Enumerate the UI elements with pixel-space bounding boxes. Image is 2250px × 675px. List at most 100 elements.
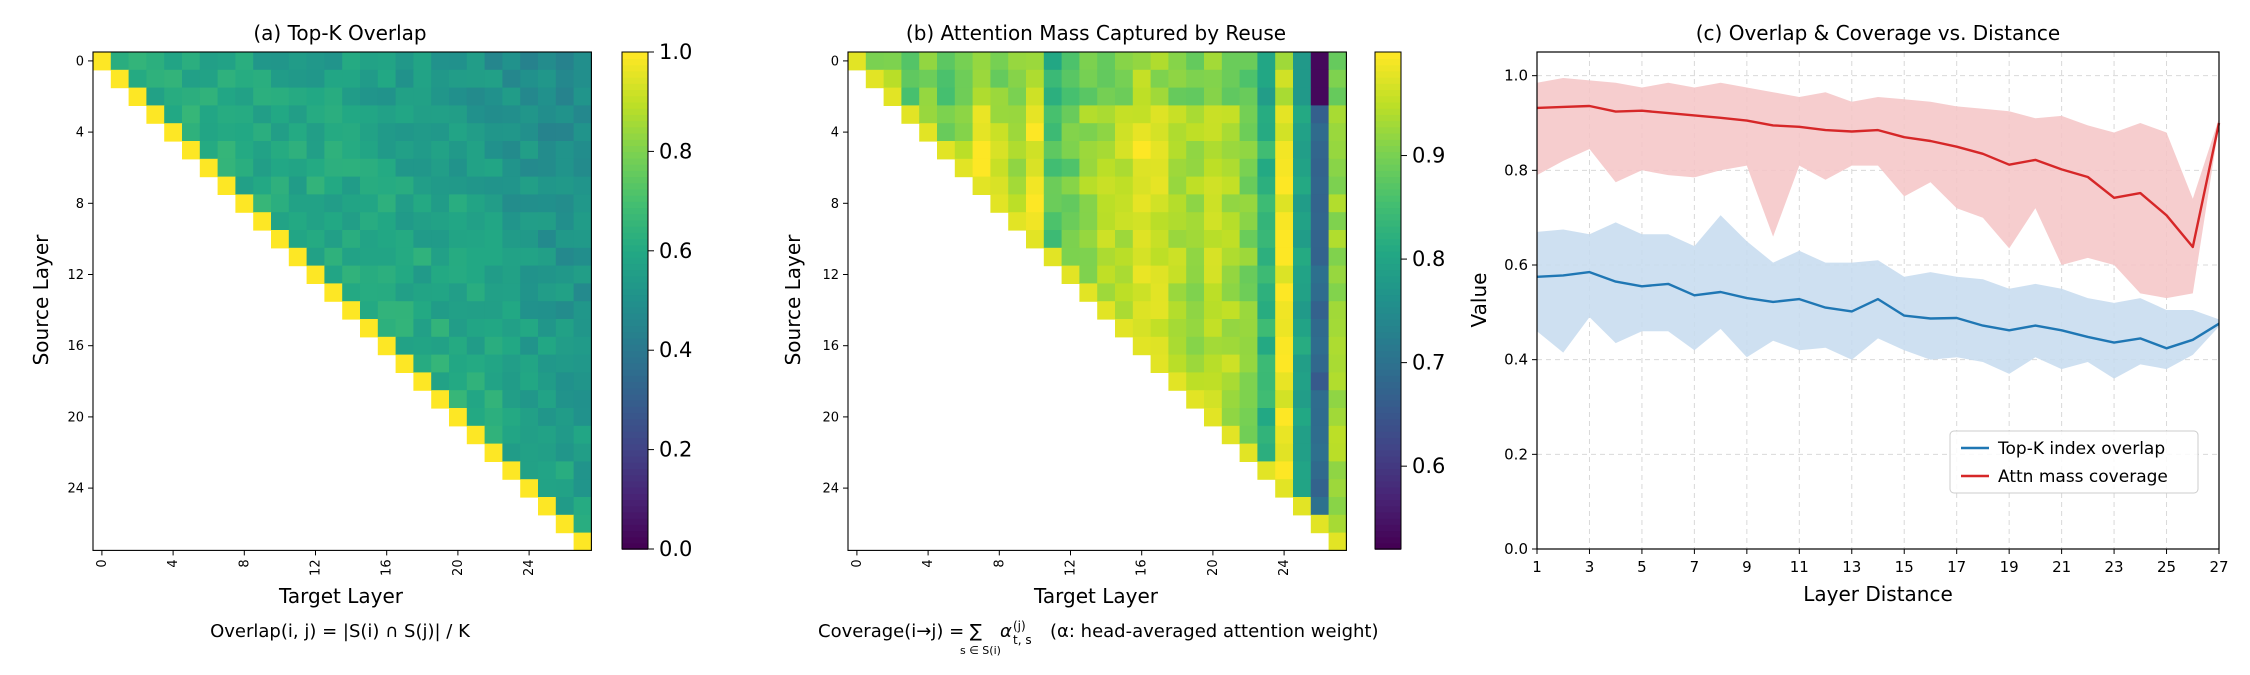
heatmap-b-cell bbox=[1310, 194, 1330, 213]
heatmap-b-cell bbox=[1061, 158, 1080, 178]
heatmap-a-cell bbox=[555, 123, 575, 142]
heatmap-a-cell bbox=[395, 105, 414, 124]
colorbar-b-gradient-step bbox=[1375, 462, 1401, 470]
heatmap-a-cell bbox=[538, 158, 557, 178]
heatmap-a-cell bbox=[466, 283, 486, 302]
heatmap-a-cell bbox=[306, 176, 325, 195]
colorbar-b-gradient-step bbox=[1375, 157, 1401, 165]
heatmap-a-cell bbox=[538, 354, 557, 373]
heatmap-b-cell bbox=[1257, 443, 1276, 462]
colorbar-a-gradient-step bbox=[622, 530, 648, 538]
heatmap-a-cell bbox=[235, 105, 254, 124]
heatmap-b-cell bbox=[990, 105, 1009, 124]
heatmap-b-cell bbox=[1115, 87, 1134, 106]
colorbar-b-gradient-step bbox=[1375, 238, 1401, 246]
heatmap-b-cell bbox=[1061, 265, 1080, 284]
panel-b-xlabel: Target Layer bbox=[1033, 584, 1159, 608]
heatmap-b-cell bbox=[1310, 514, 1330, 534]
series-line-0 bbox=[1536, 270, 2220, 350]
heatmap-a-cell bbox=[555, 158, 575, 178]
heatmap-b-cell bbox=[1293, 123, 1312, 142]
heatmap-b-cell bbox=[1275, 461, 1294, 480]
heatmap-b-cell bbox=[1168, 87, 1187, 106]
heatmap-a-cell bbox=[502, 105, 521, 124]
heatmap-b-cell bbox=[1293, 69, 1312, 89]
colorbar-b-gradient-step bbox=[1375, 132, 1401, 140]
heatmap-b-cell bbox=[1275, 319, 1294, 338]
panel-c-bands bbox=[1537, 78, 2219, 379]
heatmap-a-cell bbox=[449, 105, 468, 124]
colorbar-a-gradient-step bbox=[622, 350, 648, 358]
heatmap-b-cell bbox=[972, 176, 991, 195]
heatmap-b-cell bbox=[1168, 176, 1187, 195]
heatmap-b-cell bbox=[1239, 408, 1258, 427]
colorbar-b-gradient-step bbox=[1375, 64, 1401, 72]
panel-c-xtick-label: 7 bbox=[1690, 558, 1700, 576]
heatmap-b-cell bbox=[901, 52, 920, 71]
colorbar-b-gradient-step bbox=[1375, 542, 1401, 550]
heatmap-b-cell bbox=[1275, 141, 1294, 160]
heatmap-a-cell bbox=[342, 141, 361, 160]
heatmap-b-cell bbox=[972, 123, 991, 142]
heatmap-b-cell bbox=[1204, 301, 1223, 320]
heatmap-b-cell bbox=[1257, 336, 1276, 356]
heatmap-b-cell bbox=[1008, 194, 1027, 213]
colorbar-b-gradient-step bbox=[1375, 114, 1401, 122]
heatmap-a-cell bbox=[377, 176, 397, 195]
heatmap-a-cell bbox=[217, 141, 236, 160]
heatmap-b-cell bbox=[1043, 247, 1063, 267]
colorbar-a-gradient-step bbox=[622, 393, 648, 401]
heatmap-a-cell bbox=[573, 479, 592, 498]
colorbar-b-gradient-step bbox=[1375, 412, 1401, 420]
colorbar-b-gradient-step bbox=[1375, 76, 1401, 84]
heatmap-b-cell bbox=[1257, 354, 1276, 373]
heatmap-a-cell bbox=[413, 265, 432, 284]
heatmap-b-cell bbox=[990, 69, 1009, 89]
heatmap-b-cell bbox=[1079, 212, 1098, 231]
panel-b-ytick-label: 12 bbox=[822, 268, 839, 283]
heatmap-a-cell bbox=[146, 52, 165, 71]
heatmap-b-cell bbox=[1239, 336, 1258, 356]
colorbar-a-gradient-step bbox=[622, 368, 648, 376]
heatmap-a-cell bbox=[555, 301, 575, 320]
panel-a-ytick-label: 12 bbox=[67, 268, 84, 283]
heatmap-b-cell bbox=[1310, 247, 1330, 267]
heatmap-b-cell bbox=[1257, 105, 1276, 124]
heatmap-b-cell bbox=[1328, 265, 1347, 284]
colorbar-b-gradient-step bbox=[1375, 213, 1401, 221]
heatmap-a-cell bbox=[377, 123, 397, 142]
heatmap-a-cell bbox=[306, 158, 325, 178]
heatmap-a-cell bbox=[502, 301, 521, 320]
heatmap-a-cell bbox=[431, 372, 450, 391]
heatmap-b-cell bbox=[1239, 105, 1258, 124]
heatmap-b-cell bbox=[1061, 247, 1080, 267]
colorbar-a-tick-label: 0.6 bbox=[659, 239, 692, 263]
heatmap-b-cell bbox=[1275, 372, 1294, 391]
heatmap-a-cell bbox=[484, 212, 503, 231]
heatmap-b-cell bbox=[1204, 265, 1223, 284]
heatmap-a-cell bbox=[271, 176, 290, 195]
heatmap-a-cell bbox=[538, 123, 557, 142]
heatmap-b-cell bbox=[1008, 52, 1027, 71]
heatmap-a-cell bbox=[431, 52, 450, 71]
colorbar-b-gradient-step bbox=[1375, 343, 1401, 351]
panel-a-frame bbox=[92, 51, 592, 551]
colorbar-b-gradient-step bbox=[1375, 281, 1401, 289]
heatmap-a-cell bbox=[342, 87, 361, 106]
heatmap-b-cell bbox=[937, 141, 956, 160]
heatmap-a-cell bbox=[271, 158, 290, 178]
heatmap-b-cell bbox=[1257, 123, 1276, 142]
heatmap-a-cell bbox=[360, 123, 379, 142]
heatmap-a-cell bbox=[502, 158, 521, 178]
heatmap-b-cell bbox=[1310, 336, 1330, 356]
heatmap-a-cell bbox=[502, 408, 521, 427]
heatmap-a-cell bbox=[199, 69, 219, 89]
colorbar-a-gradient-step bbox=[622, 207, 648, 215]
colorbar-b-gradient-step bbox=[1375, 325, 1401, 333]
heatmap-b-cell bbox=[1328, 212, 1347, 231]
colorbar-a-gradient-step bbox=[622, 107, 648, 115]
heatmap-a-cell bbox=[520, 194, 539, 213]
colorbar-b-gradient-step bbox=[1375, 306, 1401, 314]
heatmap-a-cell bbox=[484, 372, 503, 391]
